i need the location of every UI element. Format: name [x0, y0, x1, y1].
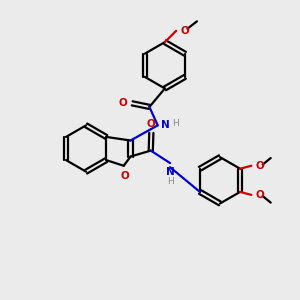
Text: N: N: [161, 120, 170, 130]
Text: O: O: [256, 190, 264, 200]
Text: O: O: [118, 98, 127, 108]
Text: O: O: [180, 26, 189, 36]
Text: N: N: [166, 167, 175, 177]
Text: O: O: [147, 119, 156, 129]
Text: O: O: [121, 171, 130, 181]
Text: O: O: [256, 161, 264, 171]
Text: H: H: [167, 177, 174, 186]
Text: H: H: [172, 119, 179, 128]
